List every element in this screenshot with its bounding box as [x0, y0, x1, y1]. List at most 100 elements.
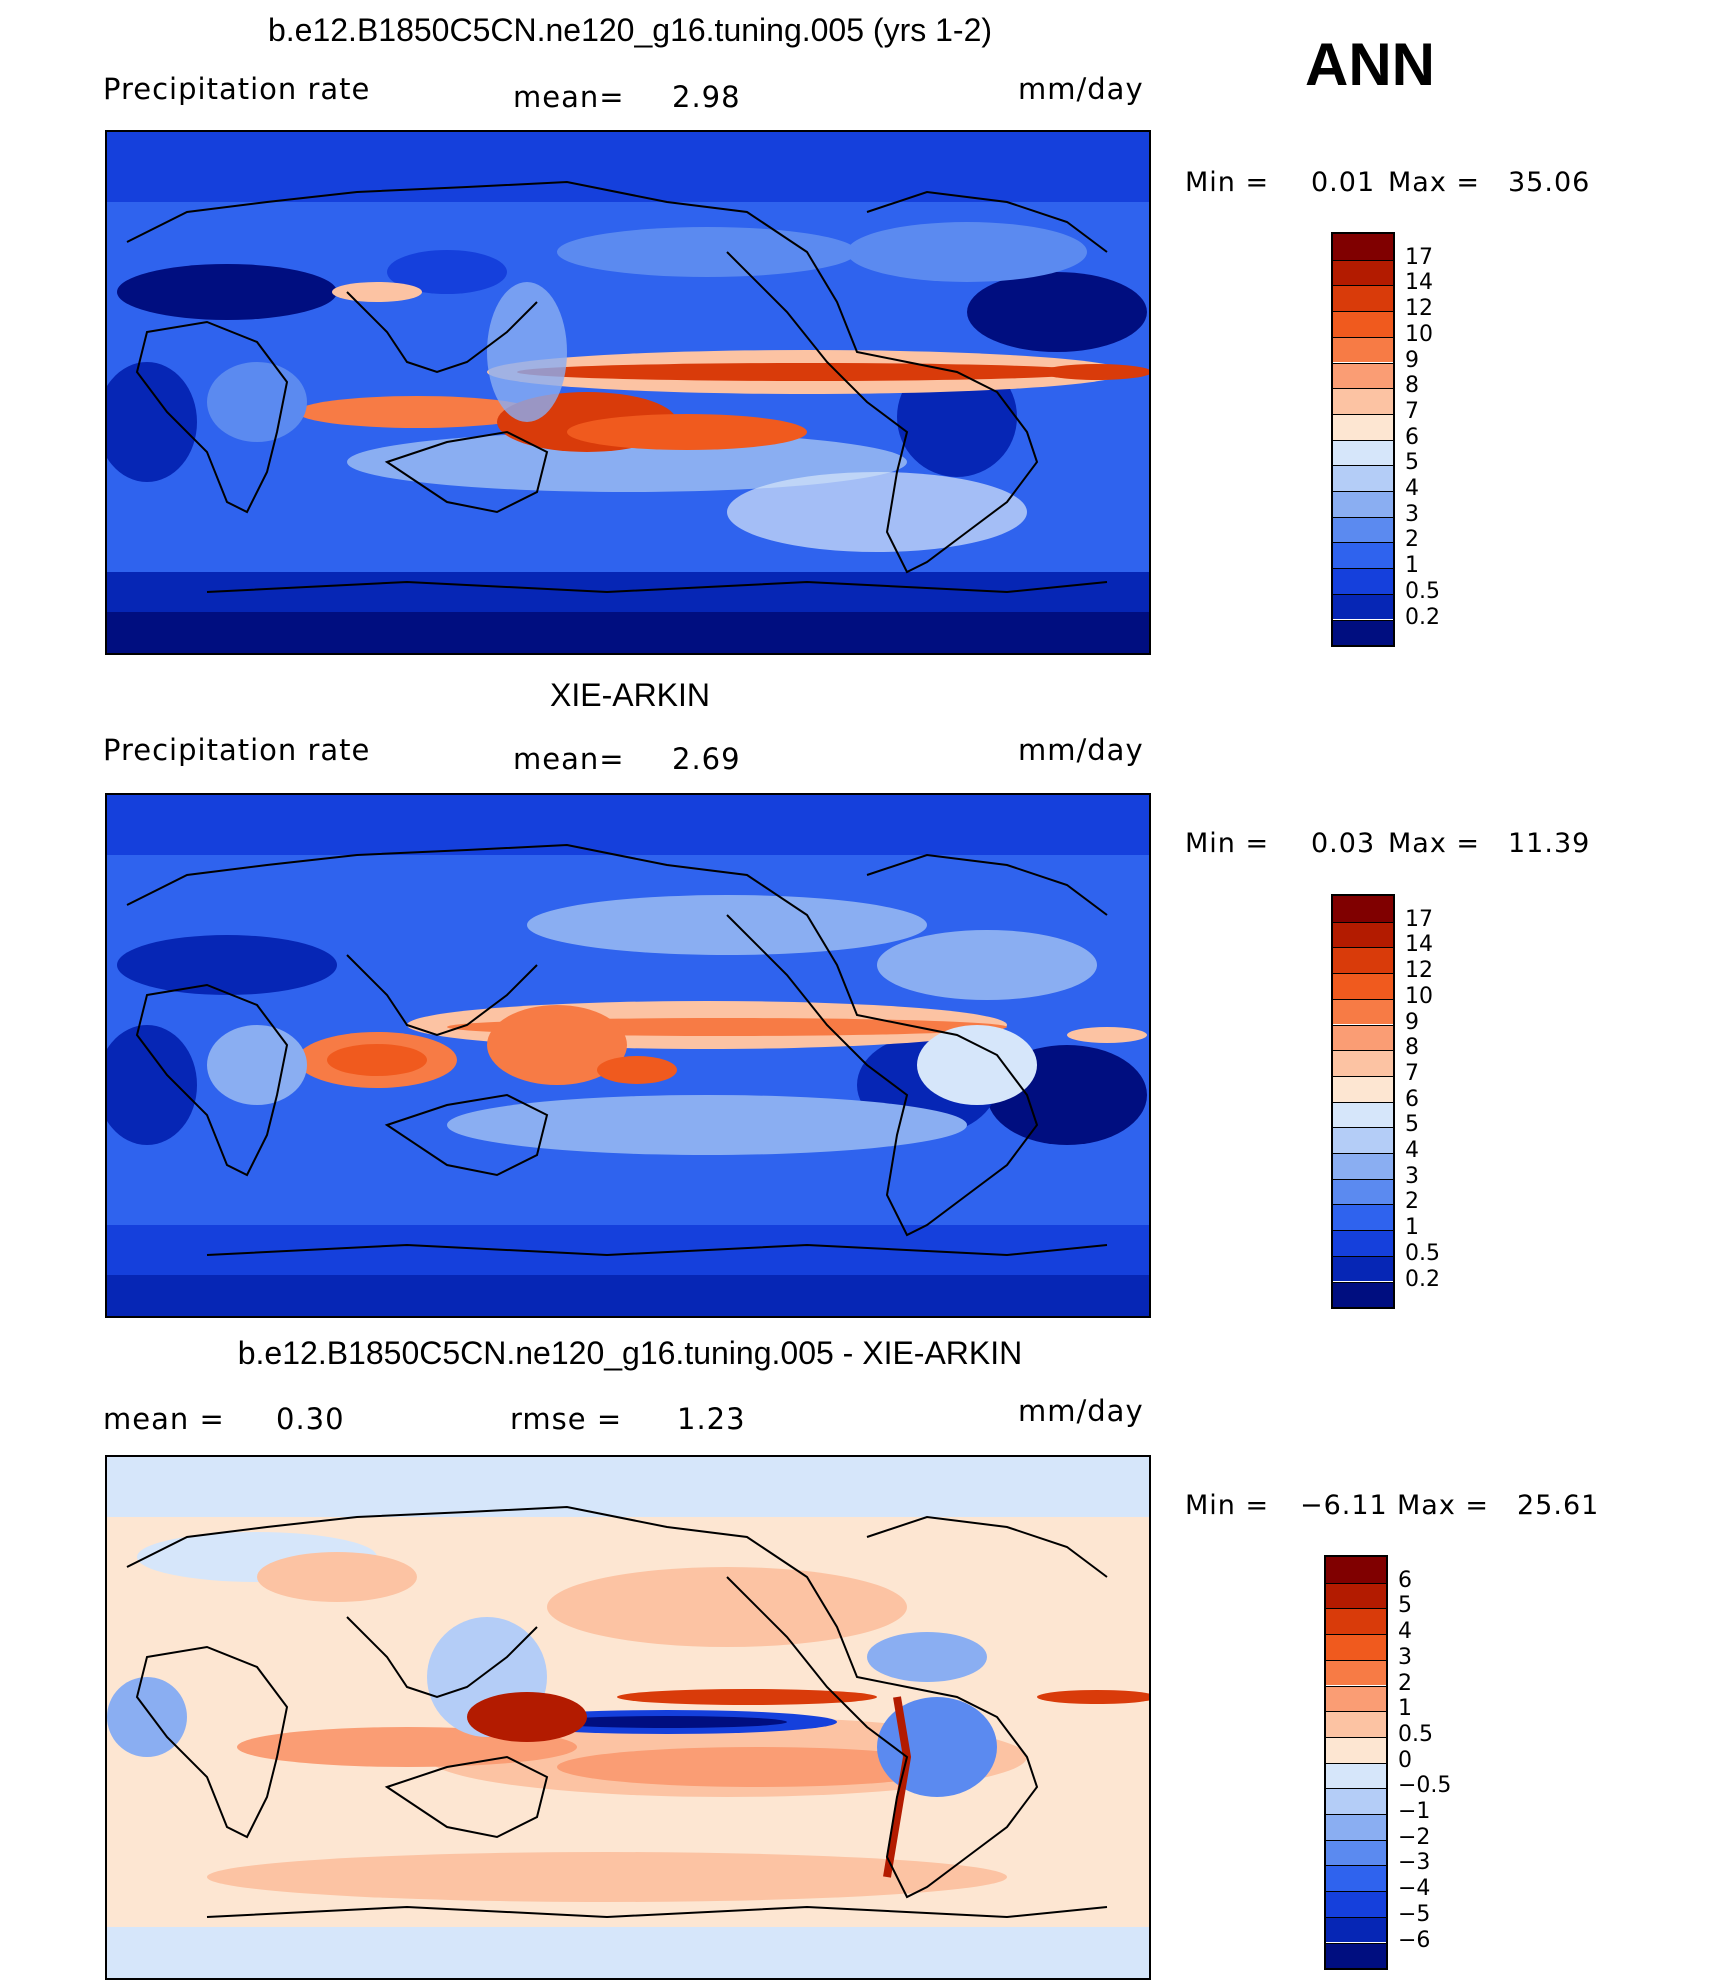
colorbar-tick-label: 4: [1405, 476, 1419, 501]
colorbar-tick-label: 0.2: [1405, 1266, 1440, 1292]
colorbar-swatch: [1333, 234, 1393, 260]
colorbar-tick-label: 17: [1405, 906, 1433, 932]
colorbar-tick-label: −4: [1398, 1876, 1431, 1902]
colorbar-swatch: [1333, 1153, 1393, 1179]
colorbar-swatch: [1326, 1942, 1386, 1969]
colorbar-tick-label: 4: [1405, 1138, 1419, 1163]
colorbar-tick-label: −0.5: [1398, 1773, 1452, 1799]
colorbar-swatch: [1326, 1891, 1386, 1917]
panel-3-map-graphic: [107, 1457, 1149, 1978]
colorbar-tick-label: 7: [1405, 1060, 1419, 1086]
colorbar-tick-label: 9: [1405, 347, 1419, 373]
panel-2-variable-label: Precipitation rate: [103, 733, 371, 767]
colorbar-swatch: [1333, 285, 1393, 312]
colorbar-swatch: [1333, 1204, 1393, 1231]
panel-1-mean-value: 2.98: [672, 80, 741, 114]
colorbar-swatch: [1326, 1711, 1386, 1737]
colorbar-swatch: [1326, 1788, 1386, 1814]
colorbar-tick-label: 6: [1405, 1086, 1419, 1112]
colorbar-tick-label: 1: [1398, 1696, 1412, 1722]
panel-2-mean-label: mean=: [513, 742, 625, 776]
panel-3-colorbar: 6 5 4 3 2 1 0.5 0 −0.5 −1 −2 −3 −4 −5 −6: [1324, 1555, 1451, 1971]
colorbar-tick-label: 2: [1405, 527, 1419, 553]
colorbar-swatch: [1333, 619, 1393, 646]
colorbar-tick-label: 6: [1405, 424, 1419, 450]
panel-3-min-value: −6.11: [1300, 1490, 1388, 1521]
colorbar-tick-label: 0.5: [1405, 1240, 1440, 1266]
colorbar-swatch: [1333, 1230, 1393, 1256]
colorbar-tick-label: 2: [1405, 1189, 1419, 1215]
colorbar-swatch: [1326, 1608, 1386, 1635]
panel-1-title: b.e12.B1850C5CN.ne120_g16.tuning.005 (yr…: [267, 12, 993, 48]
colorbar-tick-label: 5: [1398, 1593, 1412, 1619]
colorbar-swatch: [1326, 1659, 1386, 1686]
panel-3-rmse-label: rmse =: [510, 1402, 623, 1436]
colorbar-tick-label: 5: [1405, 1112, 1419, 1138]
colorbar-swatch: [1333, 388, 1393, 414]
colorbar-swatch: [1333, 1127, 1393, 1153]
colorbar-tick-label: 0.2: [1405, 604, 1440, 630]
colorbar-tick-label: 5: [1405, 450, 1419, 476]
colorbar-swatch: [1333, 1024, 1393, 1051]
colorbar-swatch: [1333, 413, 1393, 440]
colorbar-swatch: [1333, 439, 1393, 466]
colorbar-swatch: [1326, 1685, 1386, 1712]
colorbar-tick-label: 10: [1405, 983, 1433, 1009]
panel-2-min-label: Min =: [1185, 828, 1270, 859]
colorbar-tick-label: −1: [1398, 1799, 1431, 1824]
colorbar-tick-label: −6: [1398, 1927, 1431, 1953]
colorbar-swatch: [1326, 1916, 1386, 1943]
colorbar-swatch: [1333, 336, 1393, 363]
colorbar-tick-label: 9: [1405, 1009, 1419, 1035]
colorbar-tick-label: 10: [1405, 321, 1433, 347]
panel-3-title: b.e12.B1850C5CN.ne120_g16.tuning.005 - X…: [237, 1335, 1023, 1371]
colorbar-swatch: [1333, 921, 1393, 948]
colorbar-tick-label: 0: [1398, 1747, 1412, 1773]
colorbar-swatch: [1333, 947, 1393, 974]
colorbar-tick-label: 1: [1405, 1215, 1419, 1241]
colorbar-swatch: [1333, 516, 1393, 543]
colorbar-swatch: [1333, 311, 1393, 337]
panel-2-units: mm/day: [1018, 733, 1144, 767]
colorbar-tick-label: 17: [1405, 244, 1433, 270]
panel-3-units: mm/day: [1018, 1394, 1144, 1428]
colorbar-swatch: [1333, 568, 1393, 594]
panel-2-map: [105, 793, 1151, 1318]
colorbar-swatch: [1333, 593, 1393, 620]
panel-3-min-label: Min =: [1185, 1490, 1270, 1521]
colorbar-tick-label: 6: [1398, 1567, 1412, 1593]
season-label: ANN: [1305, 31, 1435, 98]
colorbar-tick-label: 14: [1405, 932, 1433, 958]
panel-2-title: XIE-ARKIN: [549, 677, 711, 713]
colorbar-tick-label: −3: [1398, 1850, 1431, 1876]
colorbar-swatch: [1333, 465, 1393, 491]
colorbar-swatch: [1333, 362, 1393, 389]
panel-1-min-value: 0.01: [1311, 167, 1376, 198]
panel-1-colorbar: 17 14 12 10 9 8 7 6 5 4 3 2 1 0.5 0.2: [1331, 232, 1440, 648]
colorbar-tick-label: 3: [1405, 501, 1419, 527]
colorbar-swatch: [1333, 542, 1393, 569]
colorbar-swatch: [1333, 1075, 1393, 1102]
panel-1-max-label: Max =: [1388, 167, 1481, 198]
panel-1-min-label: Min =: [1185, 167, 1270, 198]
panel-1-map-graphic: [107, 132, 1149, 653]
colorbar-tick-label: −2: [1398, 1824, 1431, 1850]
colorbar-swatch: [1333, 896, 1393, 922]
colorbar-tick-label: 14: [1405, 270, 1433, 296]
colorbar-tick-label: 12: [1405, 296, 1433, 322]
panel-1-units: mm/day: [1018, 72, 1144, 106]
panel-3-max-value: 25.61: [1517, 1490, 1600, 1521]
colorbar-swatch: [1326, 1736, 1386, 1763]
colorbar-swatch: [1326, 1814, 1386, 1840]
colorbar-swatch: [1333, 1178, 1393, 1205]
colorbar-tick-label: 3: [1405, 1163, 1419, 1189]
colorbar-swatch: [1333, 259, 1393, 286]
colorbar-swatch: [1333, 1101, 1393, 1128]
panel-3-mean-value: 0.30: [276, 1402, 345, 1436]
colorbar-swatch: [1333, 973, 1393, 999]
colorbar-tick-label: 0.5: [1405, 578, 1440, 604]
panel-2-max-value: 11.39: [1508, 828, 1591, 859]
colorbar-swatch: [1326, 1865, 1386, 1892]
colorbar-tick-label: 8: [1405, 373, 1419, 399]
colorbar-swatch: [1326, 1582, 1386, 1609]
